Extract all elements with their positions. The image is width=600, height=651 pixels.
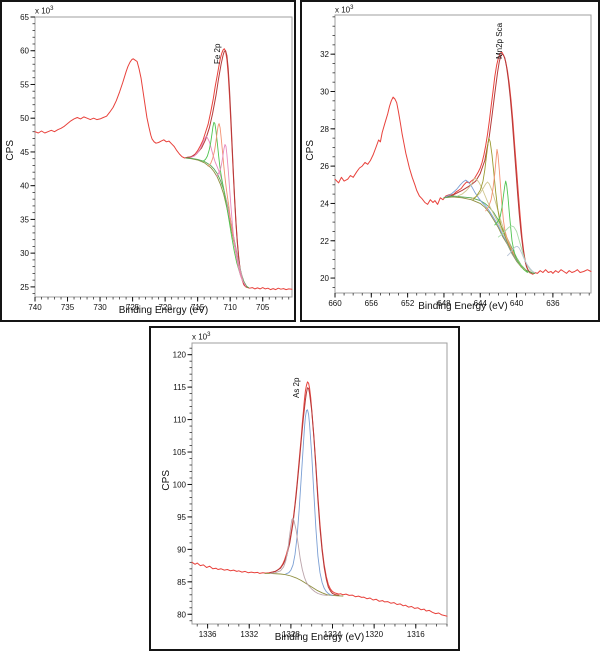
svg-text:24: 24 [320,199,329,208]
svg-text:30: 30 [320,87,329,96]
series-component-light-green [497,225,534,273]
y-axis-ticks: 80 85 90 95 100 105 110 115 120 [173,347,192,622]
x-axis-label: Binding Energy (eV) [274,632,365,643]
svg-text:730: 730 [93,303,107,312]
svg-text:30: 30 [20,249,29,258]
svg-text:740: 740 [28,303,42,312]
series-envelope [269,387,340,596]
y-scale-label: x 103 [192,332,211,342]
y-scale-label: x 103 [335,5,354,15]
svg-text:660: 660 [328,299,342,308]
svg-text:28: 28 [320,125,329,134]
svg-text:50: 50 [20,114,29,123]
series-raw-data [34,48,293,291]
svg-text:656: 656 [365,299,379,308]
fe2p-peak-label: Fe 2p [213,43,222,64]
panel-mn2p: 660 656 652 648 644 640 636 20 22 24 26 28 30 32 x 10… [300,0,600,322]
x-axis-ticks: 660 656 652 648 644 640 636 [328,293,590,308]
svg-text:1328: 1328 [282,630,300,639]
mn2p-peak-label: Mn2p Sca [495,22,504,59]
svg-text:640: 640 [510,299,524,308]
series-component-pink-2 [216,144,244,283]
axes-frame [191,342,448,625]
x-axis-ticks: 740 735 730 725 720 715 710 705 [28,297,290,312]
svg-text:115: 115 [173,383,186,392]
svg-text:735: 735 [61,303,75,312]
svg-text:648: 648 [437,299,451,308]
svg-text:110: 110 [173,416,186,425]
svg-text:105: 105 [173,448,187,457]
svg-text:710: 710 [224,303,238,312]
fe2p-plot-svg: 740 735 730 725 720 715 710 705 25 30 35 40 45 50 55 60… [20,13,293,312]
x-axis-label: Binding Energy (eV) [118,305,209,316]
svg-text:120: 120 [173,351,187,360]
svg-text:85: 85 [177,578,186,587]
svg-text:22: 22 [320,237,329,246]
svg-text:720: 720 [158,303,172,312]
y-axis-label: CPS [305,140,316,161]
svg-text:45: 45 [20,148,29,157]
svg-text:1316: 1316 [407,630,425,639]
svg-text:55: 55 [20,80,29,89]
svg-text:32: 32 [320,50,329,59]
series-raw-data [334,51,592,275]
svg-text:652: 652 [401,299,415,308]
as2p-plot-svg: 1336 1332 1328 1324 1320 1316 80 85 90 95 100 105 11… [173,342,448,639]
svg-text:100: 100 [173,480,187,489]
series-component-green [202,121,244,283]
series-raw-data [191,381,448,617]
svg-text:80: 80 [177,610,186,619]
axes-frame [334,14,592,294]
series-envelope [185,50,249,289]
svg-text:1332: 1332 [240,630,258,639]
axes-frame [34,16,293,298]
svg-text:26: 26 [320,162,329,171]
series-component-olive-tall [472,137,527,272]
y-axis-label: CPS [161,470,172,491]
series-component-blue [285,409,333,596]
svg-text:1336: 1336 [199,630,217,639]
series-component-green [494,180,528,273]
panel-as2p: 1336 1332 1328 1324 1320 1316 80 85 90 95 100 105 11… [149,326,460,651]
svg-text:60: 60 [20,47,29,56]
svg-text:40: 40 [20,182,29,191]
series-envelope [443,53,536,274]
svg-text:1320: 1320 [365,630,383,639]
x-axis-ticks: 1336 1332 1328 1324 1320 1316 [196,624,448,639]
series-component-salmon [485,148,527,272]
svg-text:65: 65 [20,13,29,22]
svg-text:20: 20 [320,274,329,283]
mn2p-plot-svg: 660 656 652 648 644 640 636 20 22 24 26 28 30 32 [320,14,592,308]
x-axis-label: Binding Energy (eV) [418,301,508,312]
svg-text:25: 25 [20,283,29,292]
svg-text:715: 715 [191,303,205,312]
svg-text:705: 705 [256,303,270,312]
svg-text:35: 35 [20,215,29,224]
svg-text:90: 90 [177,545,186,554]
svg-text:95: 95 [177,513,186,522]
y-axis-ticks: 20 22 24 26 28 30 32 [320,16,335,288]
svg-text:725: 725 [126,303,140,312]
y-axis-ticks: 25 30 35 40 45 50 55 60 65 [20,13,35,295]
svg-text:644: 644 [474,299,488,308]
series-component-grey-mauve [269,517,328,596]
as2p-peak-label: As 2p [292,377,301,398]
y-axis-label: CPS [5,140,16,161]
svg-text:636: 636 [546,299,560,308]
series-component-pale-blue [507,245,536,273]
svg-text:1324: 1324 [324,630,342,639]
y-scale-label: x 103 [35,6,54,16]
panel-fe2p: 740 735 730 725 720 715 710 705 25 30 35 40 45 50 55 60… [0,0,296,322]
